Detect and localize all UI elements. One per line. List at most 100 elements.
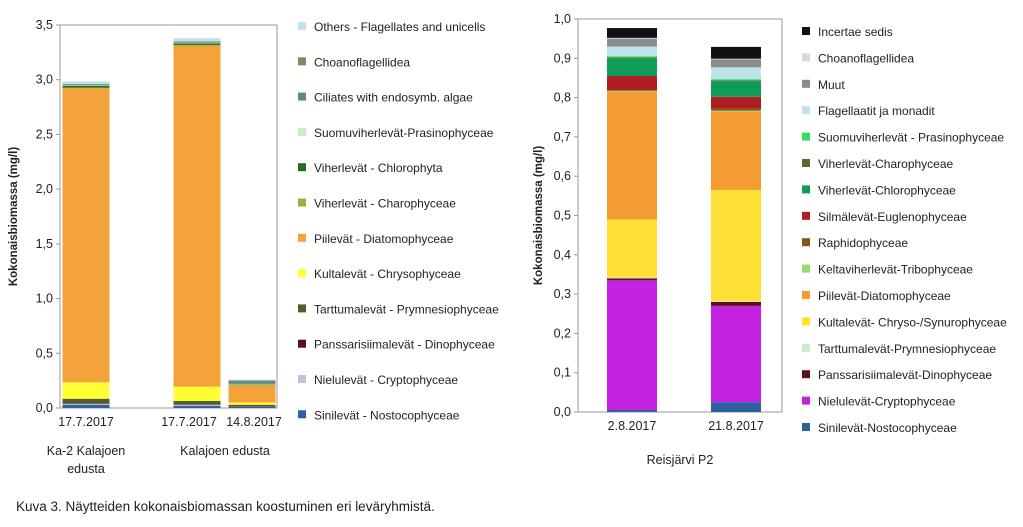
legend-swatch: [298, 22, 306, 30]
bar-segment: [173, 41, 221, 43]
bar-segment: [228, 385, 276, 403]
bar-segment: [173, 386, 221, 401]
bar-segment: [711, 108, 761, 111]
bar-segment: [711, 402, 761, 412]
bar-segment: [228, 404, 276, 407]
legend-swatch: [298, 57, 306, 66]
bar-segment: [173, 41, 221, 43]
y-tick-label: 0,8: [554, 91, 571, 105]
bar-segment: [173, 42, 221, 44]
legend-label: Tarttumalevät-Prymnesiophyceae: [818, 342, 996, 356]
bar-segment: [607, 37, 657, 39]
y-tick-label: 0,0: [554, 405, 571, 419]
bar-segment: [228, 380, 276, 384]
x-tick-label: 17.7.2017: [161, 415, 217, 429]
legend-swatch: [802, 79, 810, 88]
bar-segment: [711, 111, 761, 190]
bar-segment: [173, 404, 221, 406]
legend-label: Suomuviherlevät - Prasinophyceae: [818, 131, 1004, 145]
y-axis-title: Kokonaisbiomassa (mg/l): [533, 146, 545, 285]
bar-segment: [62, 85, 110, 87]
legend-swatch: [802, 264, 810, 273]
legend-swatch: [802, 396, 810, 405]
chart-right: 0,0 0,1 0,2 0,3 0,4 0,5 0,6 0,7 0,8 0,9 1,0 Kokonai…: [533, 12, 1007, 467]
legend-label: Piilevät - Diatomophyceae: [314, 232, 454, 246]
bar-segment: [62, 403, 110, 404]
legend-label: Panssarisiimalevät - Dinophyceae: [314, 338, 495, 352]
bar-segment: [173, 404, 221, 405]
bar-segment: [607, 58, 657, 76]
bar-segment: [607, 278, 657, 281]
legend-swatch: [802, 132, 810, 141]
y-tick-label: 3,5: [36, 18, 53, 32]
bar-segment: [228, 384, 276, 386]
bar-segment: [607, 28, 657, 38]
bar-segment: [62, 87, 110, 89]
bar-segment: [711, 81, 761, 97]
legend-swatch: [802, 27, 810, 35]
bar-segment: [711, 110, 761, 112]
plot-frame: [59, 24, 278, 409]
legend-swatch: [802, 159, 810, 167]
bar-segment: [607, 277, 657, 279]
x-group-label: Kalajoen edusta: [180, 444, 270, 458]
bar-segment: [711, 301, 761, 306]
legend-label: Kultalevät- Chryso-/Synurophyceae: [818, 315, 1007, 329]
bar-segment: [607, 75, 657, 91]
bar-segment: [711, 46, 761, 59]
legend-swatch: [802, 53, 810, 62]
legend-swatch: [298, 92, 306, 101]
bar-segment: [607, 57, 657, 59]
bar-segment: [607, 280, 657, 411]
bar-segment: [711, 189, 761, 302]
legend-swatch: [298, 233, 306, 242]
legend-label: Flagellaatit ja monadit: [818, 104, 935, 118]
bar-segment: [173, 44, 221, 46]
bar-segment: [607, 90, 657, 91]
legend-swatch: [298, 339, 306, 348]
legend-label: Choanoflagellidea: [818, 51, 914, 65]
x-group-label: Ka-2 Kalajoen: [47, 444, 126, 458]
x-tick-label: 2.8.2017: [608, 419, 657, 433]
legend-label: Choanoflagellidea: [314, 55, 410, 69]
legend-swatch: [298, 304, 306, 313]
legend-swatch: [802, 370, 810, 379]
bar-segment: [607, 56, 657, 58]
legend-label: Raphidophyceae: [818, 236, 908, 250]
bar-segment: [228, 380, 276, 382]
y-tick-label: 0,4: [554, 248, 571, 262]
y-tick-label: 0,1: [554, 366, 571, 380]
bar-segment: [228, 379, 276, 381]
legend-swatch: [298, 375, 306, 383]
legend-label: Tarttumalevät - Prymnesiophyceae: [314, 302, 499, 316]
bar-segment: [62, 85, 110, 88]
bar-segment: [711, 59, 761, 68]
legend-label: Kultalevät - Chrysophyceae: [314, 267, 461, 281]
bar-segment: [711, 67, 761, 80]
legend-label: Suomuviherlevät-Prasinophyceae: [314, 126, 494, 140]
y-tick-label: 2,5: [36, 127, 53, 141]
legend-swatch: [802, 238, 810, 247]
legend-label: Silmälevät-Euglenophyceae: [818, 210, 967, 224]
legend-label: Nielulevät-Cryptophyceae: [818, 395, 956, 409]
y-tick-label: 1,5: [36, 237, 53, 251]
bar-segment: [173, 400, 221, 405]
bar-segment: [173, 38, 221, 42]
legend-swatch: [298, 163, 306, 172]
legend-label: Nielulevät - Cryptophyceae: [314, 373, 458, 387]
legend-swatch: [802, 211, 810, 220]
bar-segment: [62, 398, 110, 404]
x-tick-label: 21.8.2017: [708, 419, 764, 433]
legend-swatch: [802, 291, 810, 299]
bar-segment: [173, 43, 221, 45]
bar-segment: [711, 58, 761, 60]
legend-label: Keltaviherlevät-Tribophyceae: [818, 263, 973, 277]
y-tick-label: 2,0: [36, 182, 53, 196]
legend-swatch: [298, 410, 306, 419]
bar-segment: [607, 46, 657, 57]
bar-segment: [228, 402, 276, 405]
legend-swatch: [298, 127, 306, 136]
bar-segment: [711, 301, 761, 302]
y-tick-label: 1,0: [36, 292, 53, 306]
y-tick-label: 0,5: [554, 209, 571, 223]
